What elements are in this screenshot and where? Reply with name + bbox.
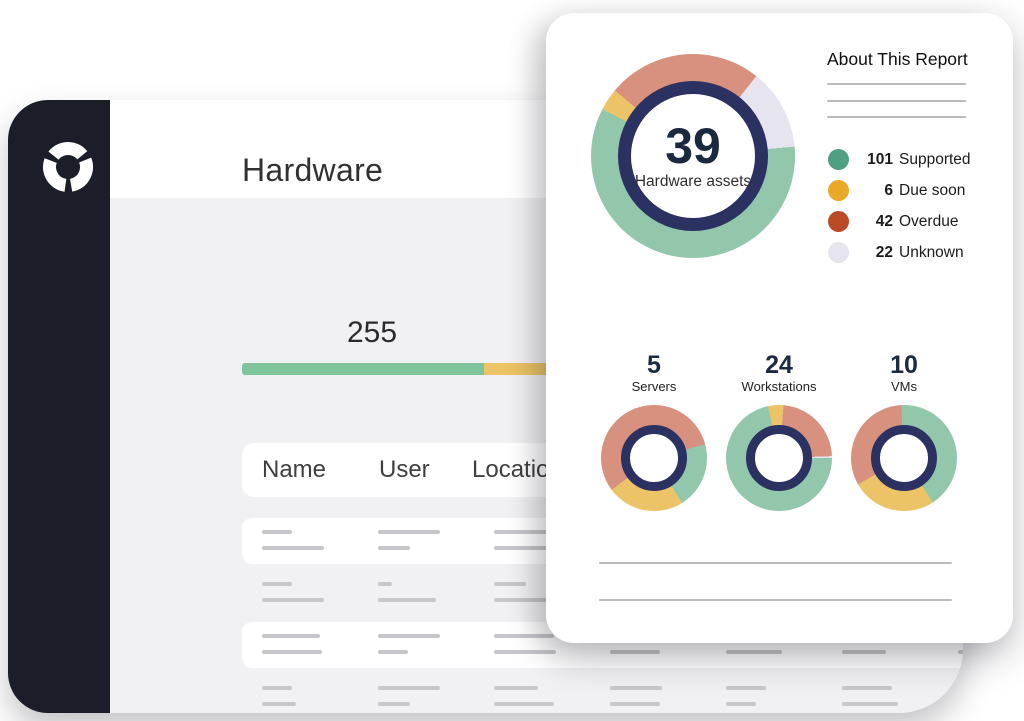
legend-item-due-soon[interactable]: 6 Due soon [828, 175, 971, 206]
skeleton-text-line [262, 546, 324, 550]
legend-label: Supported [899, 150, 971, 168]
skeleton-text-line [262, 702, 296, 706]
donut-total-value: 39 [665, 118, 721, 174]
skeleton-text-line [378, 530, 440, 534]
legend-dot-due-soon [828, 180, 849, 201]
vms-count: 10 [890, 351, 918, 379]
hardware-assets-donut-chart: 39 Hardware assets [591, 54, 795, 258]
legend-item-supported[interactable]: 101 Supported [828, 144, 971, 175]
skeleton-text-line [262, 650, 322, 654]
legend-label: Due soon [899, 181, 966, 199]
skeleton-text-line [610, 686, 662, 690]
skeleton-text-line [494, 650, 556, 654]
skeleton-text-line [378, 686, 440, 690]
skeleton-text-line [494, 582, 526, 586]
skeleton-text-line [494, 634, 554, 638]
vms-stat: 10 VMs [834, 352, 974, 394]
legend-item-overdue[interactable]: 42 Overdue [828, 206, 971, 237]
sync-ring-icon [43, 142, 93, 192]
servers-label: Servers [631, 379, 677, 394]
skeleton-text-line [262, 582, 292, 586]
sidebar [8, 100, 110, 713]
skeleton-text-line [610, 702, 660, 706]
about-placeholder-line [827, 100, 966, 102]
workstations-count: 24 [765, 351, 793, 379]
servers-donut-chart [601, 405, 707, 511]
skeleton-text-line [378, 650, 408, 654]
donut-center [871, 425, 937, 491]
skeleton-text-line [262, 530, 292, 534]
vms-label: VMs [891, 379, 917, 394]
servers-stat: 5 Servers [584, 352, 724, 394]
legend-dot-unknown [828, 242, 849, 263]
skeleton-text-line [494, 546, 554, 550]
legend-item-unknown[interactable]: 22 Unknown [828, 237, 971, 268]
legend-label: Unknown [899, 243, 964, 261]
bar-segment-green [242, 363, 484, 375]
skeleton-text-line [842, 702, 898, 706]
legend-count: 22 [875, 243, 893, 261]
legend-count: 42 [875, 212, 893, 230]
donut-center: 39 Hardware assets [618, 81, 768, 231]
skeleton-text-line [378, 546, 410, 550]
footer-placeholder-line [599, 562, 952, 564]
skeleton-text-line [842, 686, 892, 690]
donut-legend: 101 Supported 6 Due soon 42 Overdue 22 U… [828, 144, 971, 268]
skeleton-text-line [378, 702, 410, 706]
donut-center [621, 425, 687, 491]
donut-center [746, 425, 812, 491]
workstations-label: Workstations [741, 379, 817, 394]
legend-count: 101 [867, 150, 893, 168]
workstations-donut-chart [726, 405, 832, 511]
donut-total-label: Hardware assets [634, 173, 752, 190]
servers-count: 5 [647, 351, 661, 379]
legend-label: Overdue [899, 212, 959, 230]
column-header-user[interactable]: User [379, 456, 430, 483]
skeleton-text-line [262, 686, 292, 690]
skeleton-text-line [958, 650, 963, 654]
legend-dot-supported [828, 149, 849, 170]
skeleton-text-line [378, 634, 440, 638]
skeleton-text-line [958, 686, 963, 690]
skeleton-text-line [262, 598, 324, 602]
skeleton-text-line [378, 598, 436, 602]
column-header-name[interactable]: Name [262, 456, 327, 483]
footer-placeholder-line [599, 599, 952, 601]
workstations-stat: 24 Workstations [709, 352, 849, 394]
skeleton-text-line [262, 634, 320, 638]
table-row[interactable] [242, 674, 963, 713]
about-title: About This Report [827, 49, 968, 69]
skeleton-text-line [378, 582, 392, 586]
report-card: 39 Hardware assets About This Report 101… [546, 13, 1013, 643]
skeleton-text-line [494, 686, 538, 690]
page-title: Hardware [242, 151, 384, 188]
skeleton-text-line [726, 686, 766, 690]
skeleton-text-line [726, 650, 782, 654]
legend-count: 6 [884, 181, 893, 199]
skeleton-text-line [610, 650, 660, 654]
about-placeholder-line [827, 83, 966, 85]
skeleton-text-line [494, 598, 552, 602]
app-logo-icon[interactable] [42, 141, 94, 193]
skeleton-text-line [494, 530, 554, 534]
skeleton-text-line [958, 702, 963, 706]
skeleton-text-line [726, 702, 756, 706]
legend-dot-overdue [828, 211, 849, 232]
bar-value-green: 255 [346, 316, 398, 349]
skeleton-text-line [842, 650, 886, 654]
vms-donut-chart [851, 405, 957, 511]
skeleton-text-line [494, 702, 554, 706]
about-placeholder-line [827, 116, 966, 118]
